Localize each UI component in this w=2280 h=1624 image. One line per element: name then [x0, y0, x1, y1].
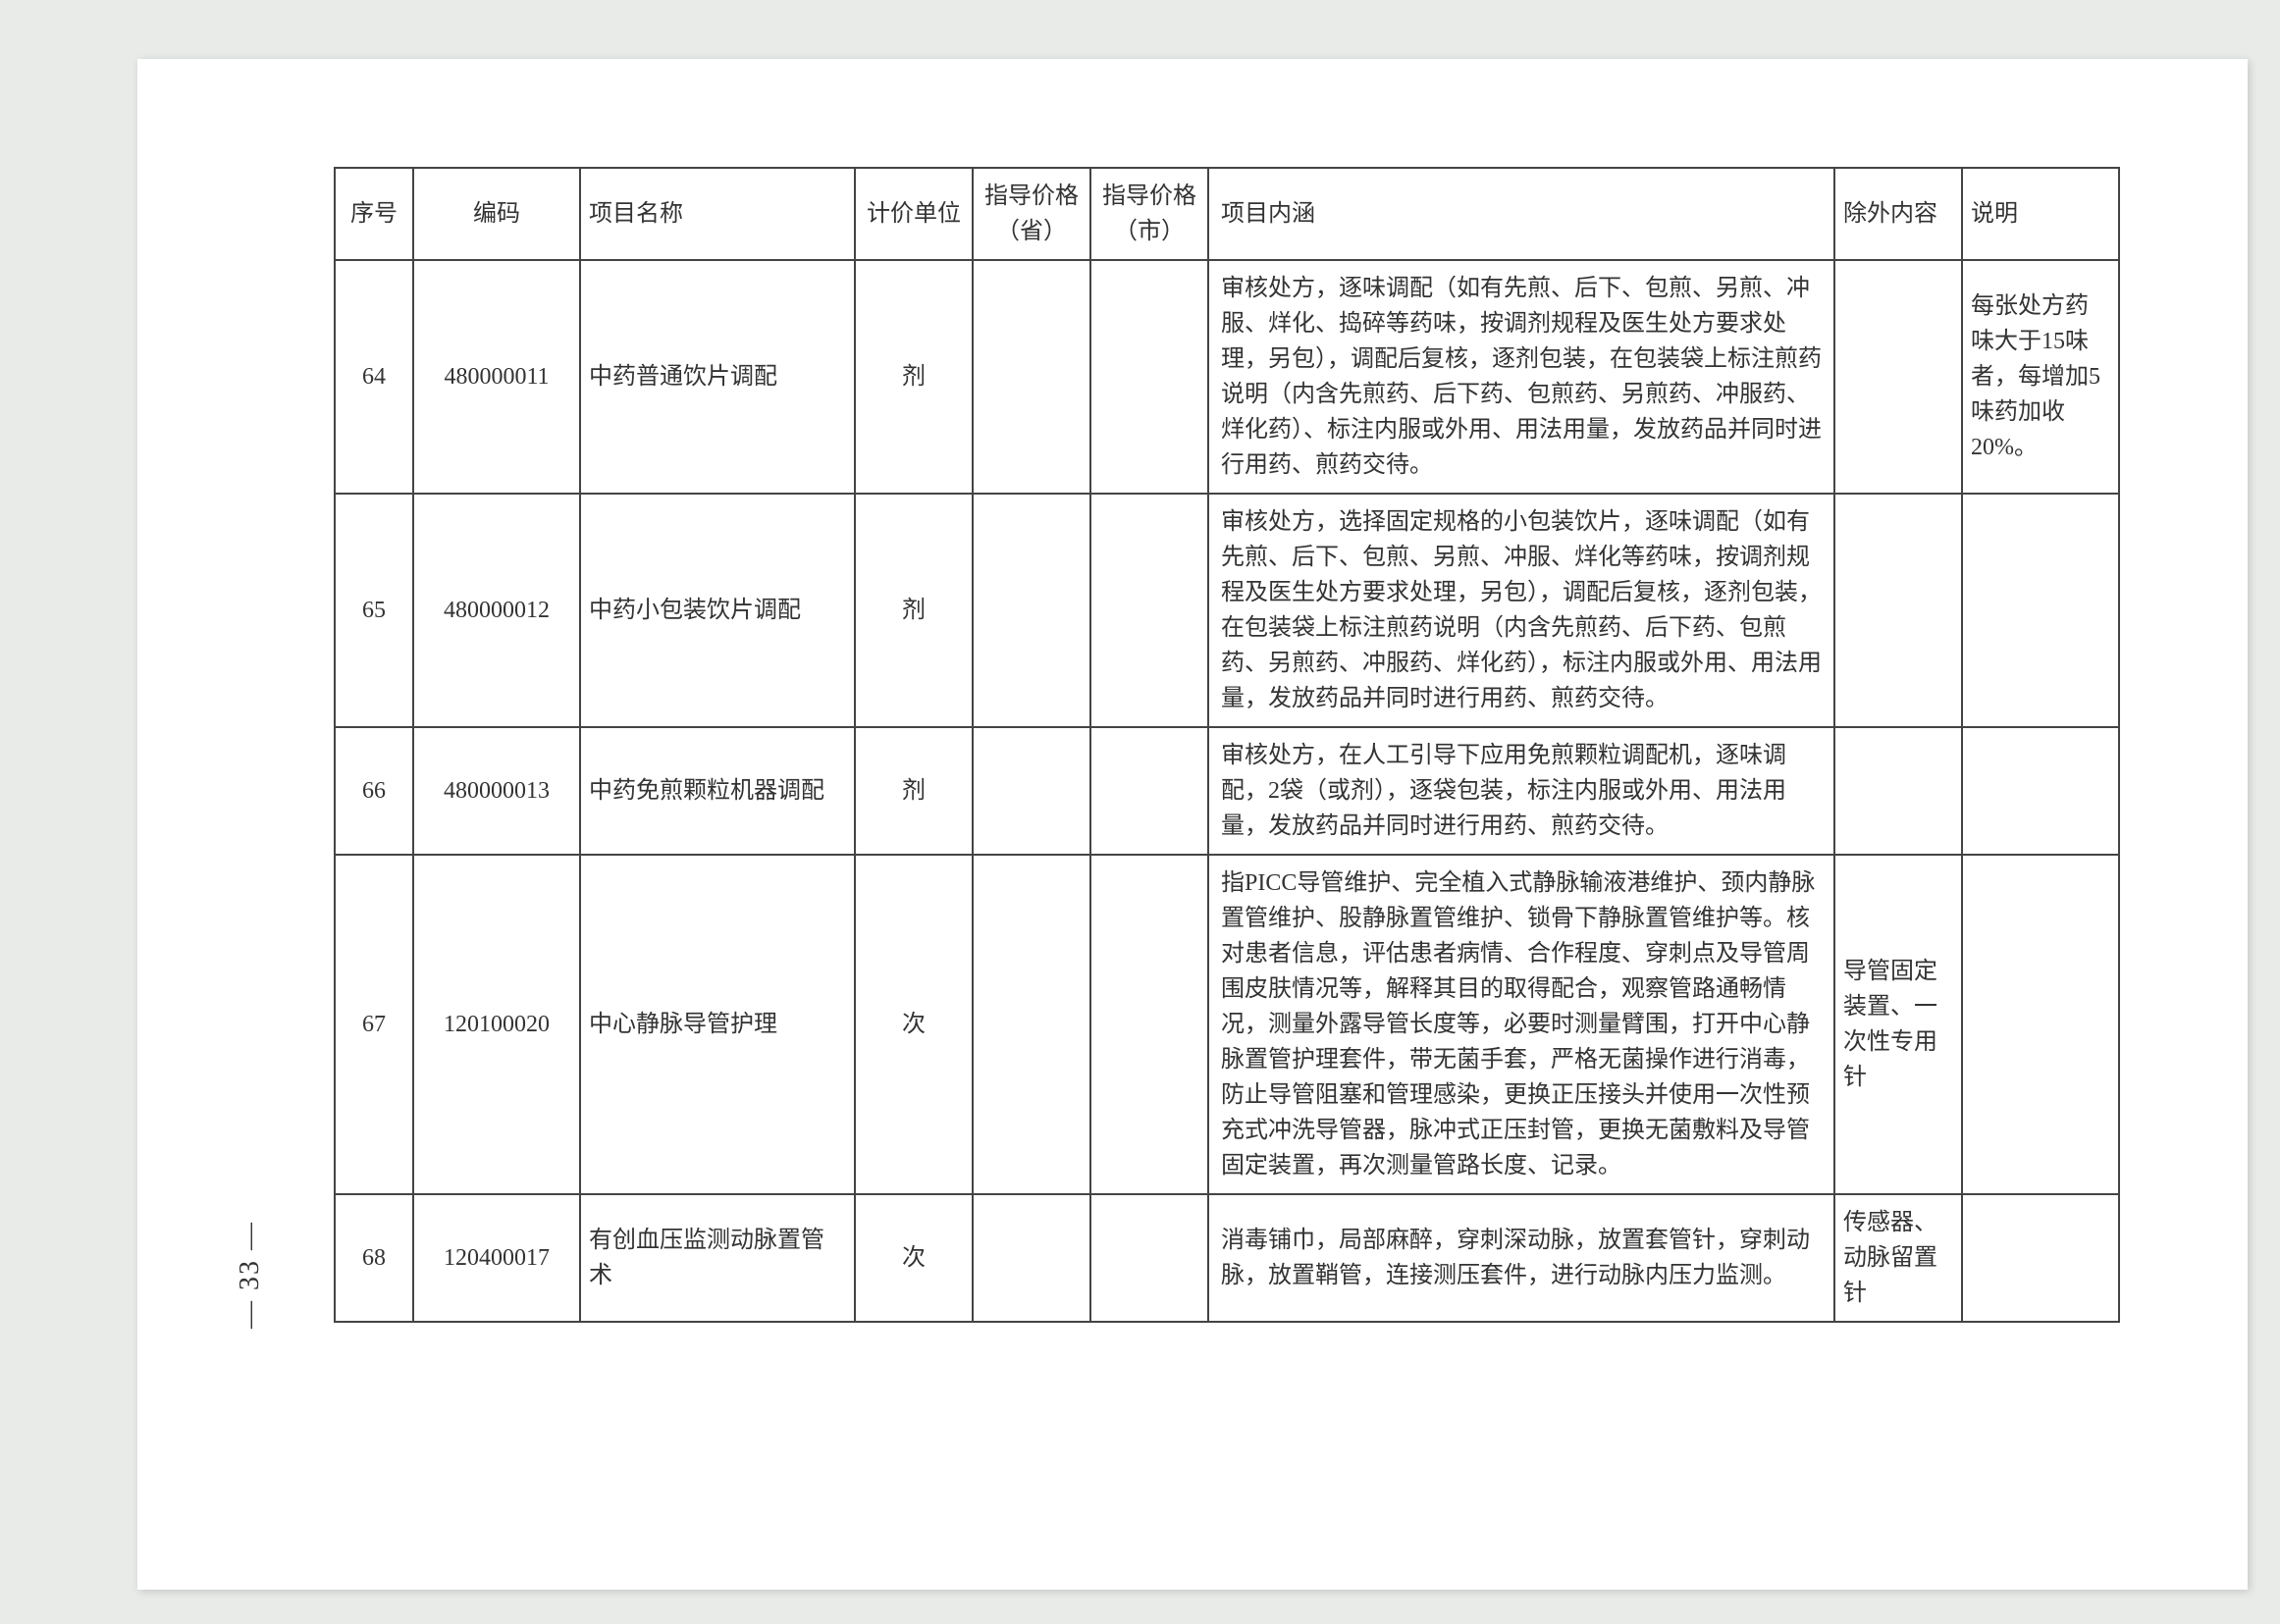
cell-note: 每张处方药味大于15味者，每增加5味药加收20%。: [1962, 260, 2119, 494]
cell-code: 480000013: [413, 727, 580, 855]
cell-code: 120100020: [413, 855, 580, 1194]
cell-unit: 次: [855, 855, 973, 1194]
cell-price-city: [1090, 260, 1208, 494]
header-seq: 序号: [335, 168, 413, 260]
cell-seq: 65: [335, 494, 413, 727]
header-code: 编码: [413, 168, 580, 260]
cell-name: 有创血压监测动脉置管术: [580, 1194, 855, 1322]
cell-price-prov: [973, 855, 1090, 1194]
header-price-prov: 指导价格（省）: [973, 168, 1090, 260]
cell-exclude: [1834, 727, 1962, 855]
cell-unit: 剂: [855, 727, 973, 855]
cell-name: 中药小包装饮片调配: [580, 494, 855, 727]
cell-seq: 67: [335, 855, 413, 1194]
document-page: — 33 — 序号 编码 项目名称 计价单位 指导价格（省） 指导价格（市） 项…: [137, 59, 2248, 1590]
table-row: 67 120100020 中心静脉导管护理 次 指PICC导管维护、完全植入式静…: [335, 855, 2119, 1194]
cell-note: [1962, 727, 2119, 855]
cell-exclude: [1834, 494, 1962, 727]
cell-price-city: [1090, 1194, 1208, 1322]
cell-price-prov: [973, 727, 1090, 855]
header-name: 项目名称: [580, 168, 855, 260]
cell-exclude: 导管固定装置、一次性专用针: [1834, 855, 1962, 1194]
cell-price-prov: [973, 1194, 1090, 1322]
cell-price-city: [1090, 855, 1208, 1194]
cell-name: 中药普通饮片调配: [580, 260, 855, 494]
header-price-city: 指导价格（市）: [1090, 168, 1208, 260]
cell-content: 审核处方，逐味调配（如有先煎、后下、包煎、另煎、冲服、烊化、捣碎等药味，按调剂规…: [1208, 260, 1834, 494]
pricing-table: 序号 编码 项目名称 计价单位 指导价格（省） 指导价格（市） 项目内涵 除外内…: [334, 167, 2120, 1323]
cell-exclude: 传感器、动脉留置针: [1834, 1194, 1962, 1322]
cell-code: 480000011: [413, 260, 580, 494]
cell-content: 审核处方，在人工引导下应用免煎颗粒调配机，逐味调配，2袋（或剂），逐袋包装，标注…: [1208, 727, 1834, 855]
table-row: 65 480000012 中药小包装饮片调配 剂 审核处方，选择固定规格的小包装…: [335, 494, 2119, 727]
cell-unit: 次: [855, 1194, 973, 1322]
cell-note: [1962, 494, 2119, 727]
cell-content: 审核处方，选择固定规格的小包装饮片，逐味调配（如有先煎、后下、包煎、另煎、冲服、…: [1208, 494, 1834, 727]
cell-note: [1962, 1194, 2119, 1322]
cell-price-city: [1090, 494, 1208, 727]
cell-name: 中心静脉导管护理: [580, 855, 855, 1194]
cell-price-prov: [973, 494, 1090, 727]
table-row: 66 480000013 中药免煎颗粒机器调配 剂 审核处方，在人工引导下应用免…: [335, 727, 2119, 855]
cell-price-prov: [973, 260, 1090, 494]
cell-content: 消毒铺巾，局部麻醉，穿刺深动脉，放置套管针，穿刺动脉，放置鞘管，连接测压套件，进…: [1208, 1194, 1834, 1322]
cell-code: 120400017: [413, 1194, 580, 1322]
cell-note: [1962, 855, 2119, 1194]
table-row: 64 480000011 中药普通饮片调配 剂 审核处方，逐味调配（如有先煎、后…: [335, 260, 2119, 494]
cell-unit: 剂: [855, 494, 973, 727]
header-content: 项目内涵: [1208, 168, 1834, 260]
cell-content: 指PICC导管维护、完全植入式静脉输液港维护、颈内静脉置管维护、股静脉置管维护、…: [1208, 855, 1834, 1194]
cell-unit: 剂: [855, 260, 973, 494]
header-exclude: 除外内容: [1834, 168, 1962, 260]
cell-seq: 66: [335, 727, 413, 855]
cell-exclude: [1834, 260, 1962, 494]
cell-code: 480000012: [413, 494, 580, 727]
cell-seq: 68: [335, 1194, 413, 1322]
header-note: 说明: [1962, 168, 2119, 260]
table-row: 68 120400017 有创血压监测动脉置管术 次 消毒铺巾，局部麻醉，穿刺深…: [335, 1194, 2119, 1322]
page-number: — 33 —: [235, 1221, 266, 1329]
table-header-row: 序号 编码 项目名称 计价单位 指导价格（省） 指导价格（市） 项目内涵 除外内…: [335, 168, 2119, 260]
cell-seq: 64: [335, 260, 413, 494]
header-unit: 计价单位: [855, 168, 973, 260]
cell-price-city: [1090, 727, 1208, 855]
cell-name: 中药免煎颗粒机器调配: [580, 727, 855, 855]
